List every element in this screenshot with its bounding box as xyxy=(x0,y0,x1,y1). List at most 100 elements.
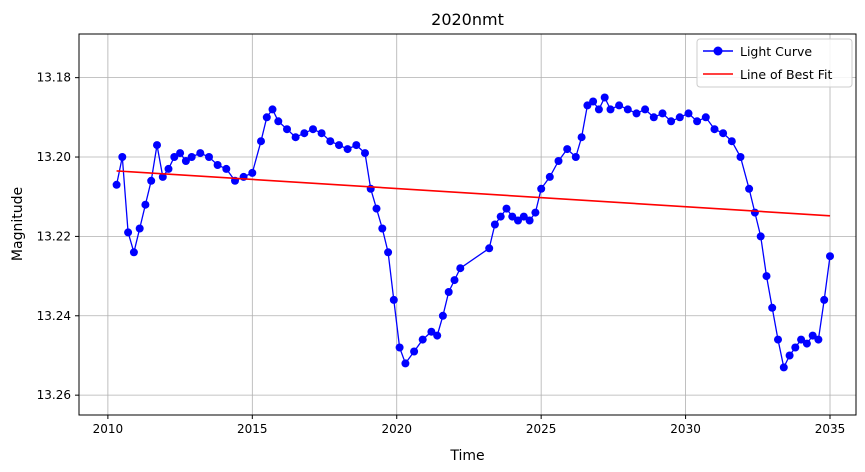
light-curve-point xyxy=(577,133,586,142)
legend-best-fit-label: Line of Best Fit xyxy=(740,67,832,82)
y-tick-label: 13.24 xyxy=(37,309,71,323)
light-curve-point xyxy=(641,105,650,114)
light-curve-point xyxy=(274,117,283,126)
light-curve-point xyxy=(262,113,271,122)
light-curve-point xyxy=(112,180,121,189)
light-curve-point xyxy=(623,105,632,114)
light-curve-point xyxy=(176,149,185,158)
light-curve-point xyxy=(531,208,540,217)
light-curve-point xyxy=(791,343,800,352)
light-curve-point xyxy=(727,137,736,146)
light-curve-point xyxy=(196,149,205,158)
light-curve-point xyxy=(667,117,676,126)
light-curve-point xyxy=(389,295,398,304)
x-tick-label: 2020 xyxy=(381,422,412,436)
light-curve-point xyxy=(768,303,777,312)
y-tick-label: 13.18 xyxy=(37,71,71,85)
light-curve-point xyxy=(141,200,150,209)
light-curve-point xyxy=(410,347,419,356)
light-curve-point xyxy=(268,105,277,114)
light-curve-point xyxy=(820,295,829,304)
light-curve-line xyxy=(115,96,831,370)
light-curve-point xyxy=(485,244,494,253)
light-curve-point xyxy=(826,252,834,261)
x-axis: 2010 2015 2020 2025 2030 2035 xyxy=(93,415,846,436)
light-curve-point xyxy=(418,335,427,344)
light-curve-point xyxy=(317,129,326,138)
light-curve-point xyxy=(384,248,393,257)
legend-box xyxy=(696,38,853,88)
light-curve-point xyxy=(594,105,603,114)
light-curve-point xyxy=(736,153,745,161)
light-curve-point xyxy=(774,335,782,344)
light-curve-point xyxy=(129,248,138,257)
light-curve-point xyxy=(213,161,222,169)
light-curve-point xyxy=(545,172,554,181)
x-tick-label: 2010 xyxy=(93,422,124,436)
light-curve-point xyxy=(283,125,291,134)
light-curve-point xyxy=(693,117,702,126)
light-curve-point xyxy=(710,125,719,134)
light-curve-point xyxy=(701,113,710,122)
legend: Light Curve Line of Best Fit xyxy=(696,38,853,88)
light-curve-point xyxy=(719,129,728,138)
light-curve-point xyxy=(675,113,684,122)
y-tick-label: 13.26 xyxy=(37,388,71,402)
light-curve-point xyxy=(684,109,693,118)
light-curve-point xyxy=(814,335,823,344)
light-curve-point xyxy=(496,212,505,221)
light-curve-point xyxy=(427,327,436,336)
light-curve-point xyxy=(785,351,794,360)
light-curve-point xyxy=(153,141,161,150)
legend-light-curve-label: Light Curve xyxy=(740,44,812,59)
light-curve-point xyxy=(563,145,572,154)
light-curve-point xyxy=(600,93,609,102)
light-curve-point xyxy=(508,212,517,221)
x-tick-label: 2030 xyxy=(670,422,701,436)
light-curve-point xyxy=(124,228,133,237)
light-curve-point xyxy=(802,339,811,348)
light-curve-point xyxy=(291,133,300,142)
light-curve-point xyxy=(170,153,179,161)
x-tick-label: 2015 xyxy=(237,422,268,436)
light-curve-point xyxy=(361,149,369,158)
light-curve-point xyxy=(589,97,598,106)
light-curve-point xyxy=(378,224,387,233)
light-curve-point xyxy=(808,331,817,340)
y-axis-label: Magnitude xyxy=(10,187,26,261)
light-curve-point xyxy=(490,220,499,229)
light-curve-point xyxy=(606,105,615,114)
light-curve-point xyxy=(797,335,806,344)
light-curve-point xyxy=(571,153,580,161)
light-curve-point xyxy=(335,141,343,150)
x-tick-label: 2035 xyxy=(815,422,846,436)
light-curve-point xyxy=(181,157,190,165)
light-curve-point xyxy=(658,109,667,118)
series-layer xyxy=(112,93,834,372)
light-curve-point xyxy=(257,137,265,146)
light-curve-point xyxy=(762,272,771,281)
light-curve-point xyxy=(750,208,759,217)
light-curve-point xyxy=(756,232,765,241)
light-curve-point xyxy=(537,184,546,193)
light-curve-point xyxy=(401,359,410,368)
light-curve-point xyxy=(309,125,317,134)
y-axis: 13.18 13.20 13.22 13.24 13.26 xyxy=(37,71,79,402)
light-curve-point xyxy=(395,343,404,352)
light-curve-point xyxy=(187,153,196,161)
light-curve-point xyxy=(147,176,156,185)
light-curve-point xyxy=(326,137,335,146)
light-curve-point xyxy=(554,157,563,165)
light-curve-point xyxy=(779,363,788,372)
light-curve-point xyxy=(158,172,167,181)
light-curve-point xyxy=(300,129,309,138)
light-curve-point xyxy=(352,141,361,150)
best-fit-line xyxy=(116,170,831,217)
light-curve-point xyxy=(118,153,127,161)
light-curve-point xyxy=(343,145,352,154)
light-curve-point xyxy=(450,276,459,285)
chart-title: 2020nmt xyxy=(431,10,504,29)
light-curve-point xyxy=(502,204,511,213)
light-curve-point xyxy=(583,101,592,110)
